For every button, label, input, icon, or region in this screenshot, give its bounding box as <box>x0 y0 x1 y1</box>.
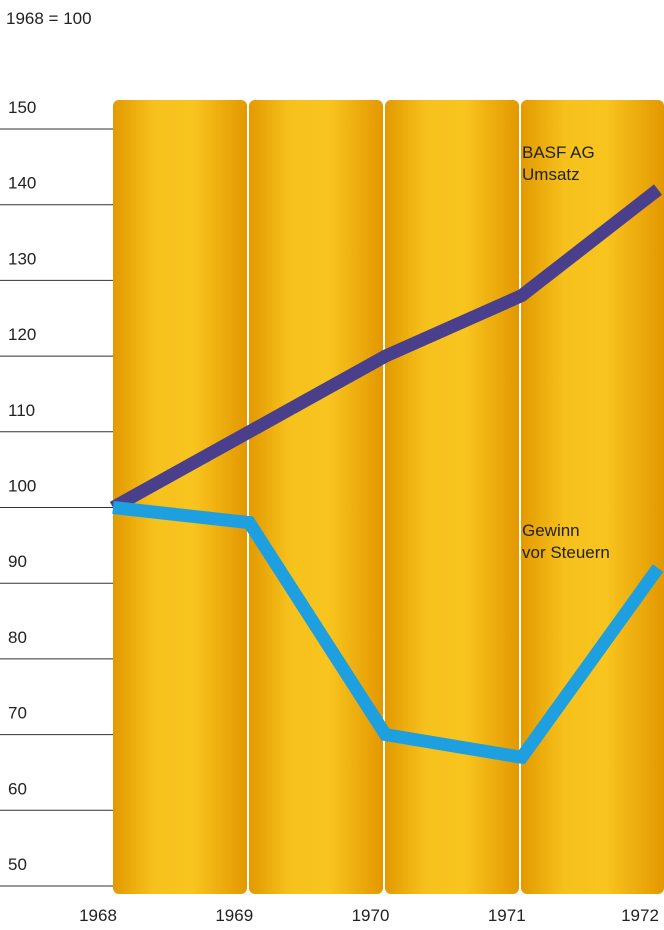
x-tick-label: 1971 <box>488 906 526 925</box>
series-label: Gewinn <box>522 521 580 540</box>
chart-title: 1968 = 100 <box>6 9 92 28</box>
cylinder <box>249 100 383 894</box>
cylinder <box>113 100 247 894</box>
cylinder <box>521 100 664 894</box>
x-tick-label: 1970 <box>352 906 390 925</box>
x-tick-label: 1972 <box>621 906 659 925</box>
y-tick-label: 150 <box>8 98 36 117</box>
series-line <box>109 184 662 514</box>
cylinder <box>385 100 519 894</box>
x-tick-label: 1969 <box>215 906 253 925</box>
y-tick-label: 120 <box>8 325 36 344</box>
y-tick-label: 130 <box>8 249 36 268</box>
series-line <box>112 501 664 765</box>
y-tick-label: 60 <box>8 779 27 798</box>
y-tick-label: 110 <box>8 401 35 420</box>
x-tick-label: 1968 <box>79 906 117 925</box>
y-tick-label: 80 <box>8 628 27 647</box>
series-label: BASF AG <box>522 143 595 162</box>
y-tick-label: 70 <box>8 704 27 723</box>
columns <box>113 100 664 894</box>
series-label: vor Steuern <box>522 543 610 562</box>
y-tick-label: 140 <box>8 174 36 193</box>
y-tick-label: 50 <box>8 855 27 874</box>
series-label: Umsatz <box>522 165 580 184</box>
y-tick-label: 100 <box>8 477 36 496</box>
y-tick-label: 90 <box>8 552 27 571</box>
